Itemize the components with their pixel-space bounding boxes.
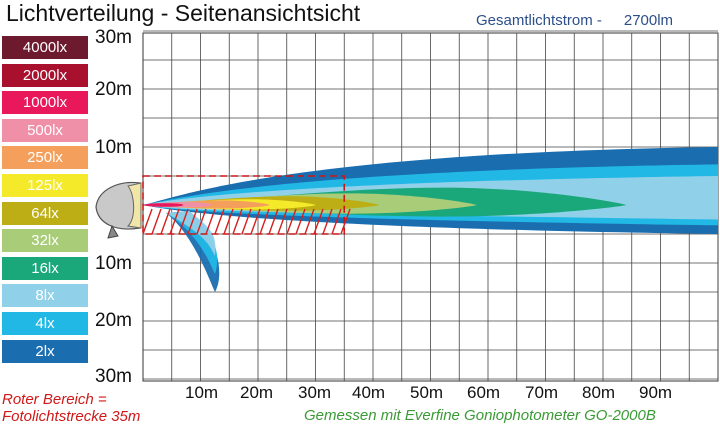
hatch-line bbox=[277, 208, 288, 235]
hatch-line bbox=[196, 208, 207, 235]
hatch-line bbox=[232, 208, 243, 235]
chart-title: Lichtverteilung - Seitenansichtsicht bbox=[6, 0, 361, 26]
legend-item-4000lx: 4000lx bbox=[2, 36, 88, 59]
legend-item-32lx: 32lx bbox=[2, 229, 88, 253]
hatch-line bbox=[304, 208, 315, 235]
hatch-line bbox=[142, 208, 153, 235]
hatch-line bbox=[250, 208, 261, 235]
lamp-lens bbox=[126, 182, 142, 229]
total-flux: Gesamtlichtstrom - 2700lm bbox=[476, 12, 695, 29]
hatch-line bbox=[268, 208, 279, 235]
photo-range-zone bbox=[142, 175, 351, 235]
flux-label: Gesamtlichtstrom - bbox=[476, 12, 602, 29]
hatch-line bbox=[322, 208, 333, 235]
illuminance-legend: 4000lx 2000lx 1000lx 500lx 250lx 125lx 6… bbox=[2, 36, 88, 367]
hatch-line bbox=[151, 208, 162, 235]
y-tick-label: 10m bbox=[95, 137, 132, 158]
x-tick-label: 10m bbox=[185, 383, 219, 402]
legend-item-16lx: 16lx bbox=[2, 256, 88, 280]
x-tick-label: 90m bbox=[639, 383, 673, 402]
hatch-line bbox=[205, 208, 216, 235]
x-tick-label: 50m bbox=[410, 383, 444, 402]
legend-item-125lx: 125lx bbox=[2, 173, 88, 197]
lamp-mount bbox=[107, 224, 119, 239]
y-tick-label: 10m bbox=[95, 253, 132, 274]
y-tick-label: 30m bbox=[95, 366, 132, 387]
lamp-housing bbox=[95, 181, 141, 230]
hatch-line bbox=[313, 208, 324, 235]
x-tick-label: 20m bbox=[240, 383, 274, 402]
hatch-line bbox=[178, 208, 189, 235]
legend-item-64lx: 64lx bbox=[2, 201, 88, 225]
x-tick-label: 60m bbox=[467, 383, 501, 402]
photo-range-note-line2: Fotolichtstrecke 35m bbox=[2, 408, 141, 425]
y-tick-label: 20m bbox=[95, 79, 132, 100]
legend-item-4lx: 4lx bbox=[2, 311, 88, 335]
legend-item-2000lx: 2000lx bbox=[2, 63, 88, 87]
legend-item-250lx: 250lx bbox=[2, 146, 88, 170]
hatch-line bbox=[223, 208, 234, 235]
x-tick-label: 80m bbox=[582, 383, 616, 402]
y-tick-label: 20m bbox=[95, 310, 132, 331]
legend-item-1000lx: 1000lx bbox=[2, 91, 88, 115]
hatch-line bbox=[331, 208, 342, 235]
legend-item-2lx: 2lx bbox=[2, 339, 88, 363]
hatch-line bbox=[259, 208, 270, 235]
headlamp-icon bbox=[95, 181, 142, 239]
hatch-line bbox=[241, 208, 252, 235]
hatch-line bbox=[286, 208, 297, 235]
hatch-line bbox=[160, 208, 171, 235]
x-tick-label: 40m bbox=[352, 383, 386, 402]
hatch-line bbox=[187, 208, 198, 235]
hatch-line bbox=[214, 208, 225, 235]
hatch-line bbox=[340, 208, 351, 235]
flux-value: 2700lm bbox=[623, 12, 674, 29]
y-tick-label: 30m bbox=[95, 27, 132, 48]
hatch-line bbox=[169, 208, 180, 235]
x-tick-label: 70m bbox=[525, 383, 559, 402]
legend-item-8lx: 8lx bbox=[2, 284, 88, 308]
measurement-note: Gemessen mit Everfine Goniophotometer GO… bbox=[304, 407, 656, 424]
legend-item-500lx: 500lx bbox=[2, 118, 88, 142]
x-tick-label: 30m bbox=[298, 383, 332, 402]
hatch-line bbox=[295, 208, 306, 235]
photo-range-frame bbox=[142, 175, 346, 235]
photo-range-note-line1: Roter Bereich = bbox=[2, 391, 107, 408]
photo-range-note: Roter Bereich = Fotolichtstrecke 35m bbox=[2, 391, 140, 425]
contour-1000lx bbox=[143, 203, 184, 207]
